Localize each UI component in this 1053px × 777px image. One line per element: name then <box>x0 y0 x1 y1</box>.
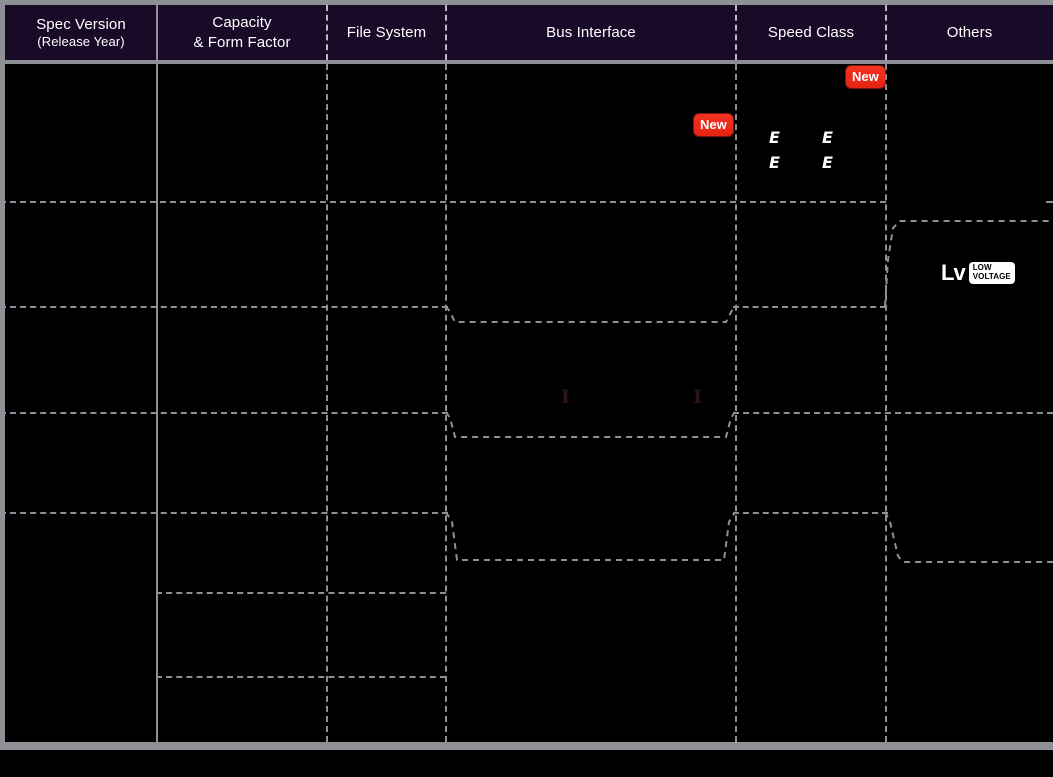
header-separator-3 <box>445 5 447 60</box>
row-rule-1-right <box>1046 201 1053 203</box>
header-capacity-title: Capacity <box>212 14 272 32</box>
header-capacity-subtitle: & Form Factor <box>193 33 291 51</box>
faint-bracket-left: I <box>561 386 570 408</box>
speed-class-glyph-2: E <box>822 128 833 147</box>
column-rule-file-system <box>445 64 447 742</box>
header-spec-version[interactable]: Spec Version (Release Year) <box>5 5 157 60</box>
connector-bus-mid <box>445 411 736 438</box>
connector-bus-bottom <box>445 511 736 561</box>
frame-bottom-bar <box>0 742 1053 750</box>
frame-left-bar <box>0 0 5 750</box>
row-rule-2-left <box>0 306 448 308</box>
header-speed-class[interactable]: Speed Class <box>736 5 886 60</box>
row-rule-3-right <box>733 412 1053 414</box>
header-separator-4 <box>735 5 737 60</box>
new-badge-speed-class[interactable]: New <box>846 66 885 88</box>
header-spec-version-subtitle: (Release Year) <box>37 33 125 49</box>
speed-class-glyph-3: E <box>769 153 780 172</box>
row-rule-4-mid <box>733 512 888 514</box>
header-others[interactable]: Others <box>886 5 1053 60</box>
header-file-system[interactable]: File System <box>327 5 446 60</box>
low-voltage-mark: Lv <box>941 260 966 285</box>
new-badge-bus-interface-label: New <box>700 117 727 132</box>
row-rule-4-left <box>0 512 448 514</box>
header-bus-interface-title: Bus Interface <box>546 23 636 41</box>
header-separator-5 <box>885 5 887 60</box>
header-spec-version-title: Spec Version <box>36 15 126 33</box>
low-voltage-plate-line2: VOLTAGE <box>972 272 1011 281</box>
header-capacity-form-factor[interactable]: Capacity & Form Factor <box>157 5 327 60</box>
faint-bracket-right: I <box>693 386 702 408</box>
header-separator-1 <box>156 5 158 60</box>
column-rule-bus-interface <box>735 64 737 742</box>
row-rule-2-mid <box>733 306 886 308</box>
new-badge-bus-interface[interactable]: New <box>694 114 733 136</box>
column-rule-spec-version <box>156 64 158 742</box>
low-voltage-plate: LOW VOLTAGE <box>968 262 1015 284</box>
low-voltage-logo: Lv LOW VOLTAGE <box>941 262 1015 284</box>
column-rule-speed-class <box>885 64 887 742</box>
header-separator-2 <box>326 5 328 60</box>
header-others-title: Others <box>946 23 993 41</box>
row-rule-3-left <box>0 412 448 414</box>
header-file-system-title: File System <box>346 23 427 41</box>
row-rule-6 <box>156 676 446 678</box>
header-bottom-rule <box>0 60 1053 64</box>
header-speed-class-title: Speed Class <box>767 23 855 41</box>
speed-class-glyph-1: E <box>769 128 780 147</box>
header-bus-interface[interactable]: Bus Interface <box>446 5 736 60</box>
table-header: Spec Version (Release Year) Capacity & F… <box>5 5 1053 60</box>
column-rule-capacity <box>326 64 328 742</box>
row-rule-5 <box>156 592 446 594</box>
low-voltage-plate-line1: LOW <box>972 263 992 273</box>
connector-others-bottom <box>884 511 1053 563</box>
speed-class-glyph-4: E <box>822 153 833 172</box>
connector-others-top <box>884 220 1053 307</box>
row-rule-1-left <box>0 201 886 203</box>
frame-top-bar <box>0 0 1053 5</box>
connector-bus-top <box>445 305 736 323</box>
new-badge-speed-class-label: New <box>852 69 879 84</box>
